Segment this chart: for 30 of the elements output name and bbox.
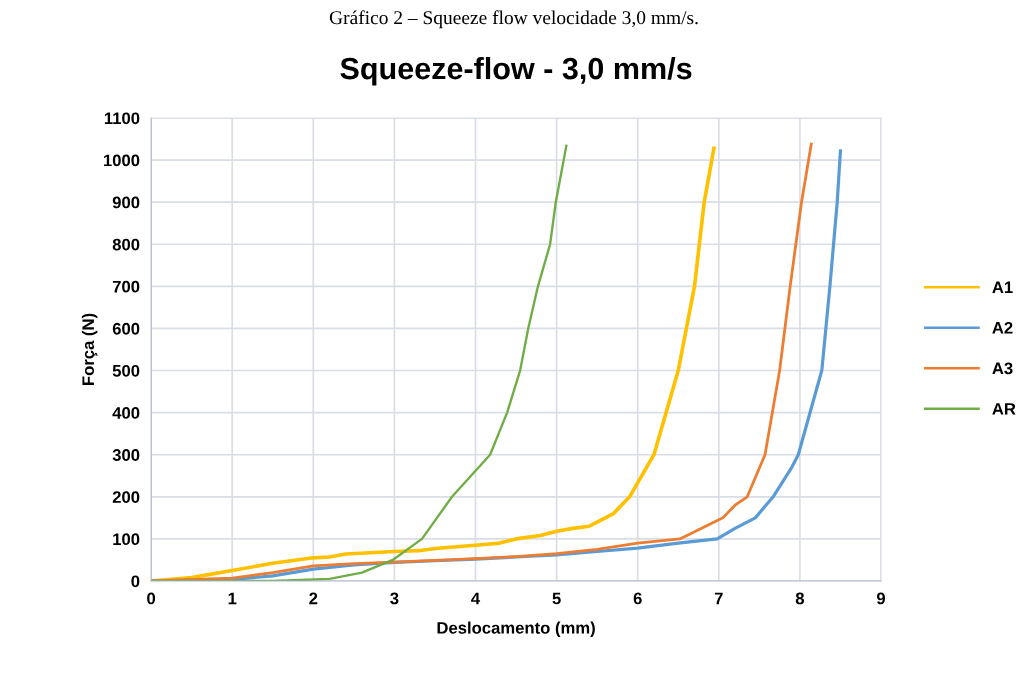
x-tick-label: 4 (471, 592, 481, 605)
chart-title: Squeeze-flow - 3,0 mm/s (340, 56, 692, 86)
x-tick-label: 3 (390, 592, 399, 605)
y-tick-label: 1100 (104, 112, 140, 125)
x-tick-label: 2 (309, 592, 318, 605)
legend-label: A2 (992, 321, 1013, 334)
x-tick-label: 5 (552, 592, 561, 605)
y-axis-title: Força (N) (81, 313, 98, 385)
x-tick-label: 0 (147, 592, 156, 605)
x-tick-label: 9 (876, 592, 886, 605)
legend-label: A3 (992, 362, 1013, 375)
x-axis-title: Deslocamento (mm) (437, 621, 595, 638)
y-tick-label: 300 (112, 449, 140, 461)
y-tick-label: 700 (112, 280, 140, 293)
y-tick-label: 900 (112, 196, 140, 209)
legend-label: A1 (992, 281, 1013, 293)
legend-label: AR (992, 403, 1016, 415)
y-tick-label: 600 (112, 322, 140, 335)
y-tick-label: 500 (112, 364, 140, 377)
x-tick-label: 1 (228, 592, 237, 605)
x-tick-label: 8 (795, 592, 805, 605)
y-tick-label: 800 (112, 238, 140, 251)
y-tick-label: 1000 (103, 154, 140, 167)
x-tick-label: 7 (714, 592, 723, 605)
y-tick-label: 400 (112, 407, 140, 419)
y-tick-label: 0 (131, 575, 140, 588)
y-tick-label: 200 (112, 491, 140, 503)
y-tick-label: 100 (113, 533, 140, 546)
text: Gráfico 2 – Squeeze flow velocidade 3,0 mm/s. (329, 10, 698, 29)
x-tick-label: 6 (633, 592, 642, 605)
